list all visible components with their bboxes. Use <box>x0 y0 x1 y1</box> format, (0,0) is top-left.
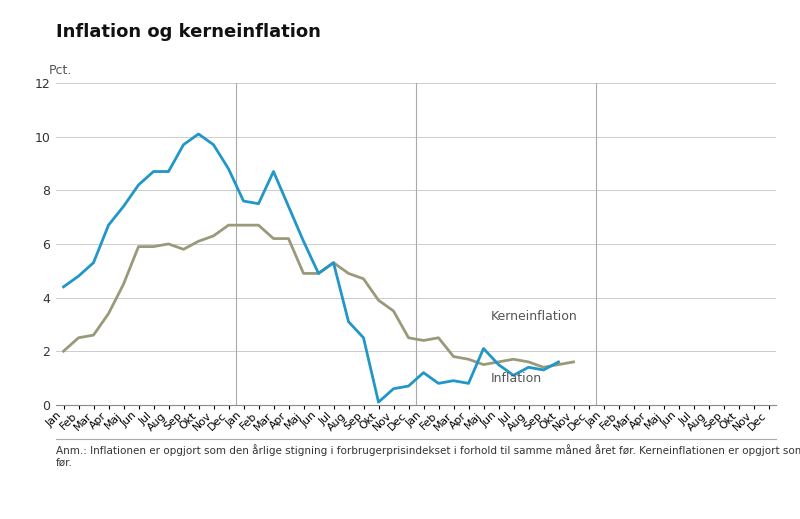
Text: Inflation og kerneinflation: Inflation og kerneinflation <box>56 23 321 42</box>
Text: Inflation: Inflation <box>491 372 542 385</box>
Text: Anm.: Inflationen er opgjort som den årlige stigning i forbrugerprisindekset i f: Anm.: Inflationen er opgjort som den årl… <box>56 444 800 467</box>
Text: Kerneinflation: Kerneinflation <box>491 310 578 323</box>
Text: Pct.: Pct. <box>49 64 72 77</box>
